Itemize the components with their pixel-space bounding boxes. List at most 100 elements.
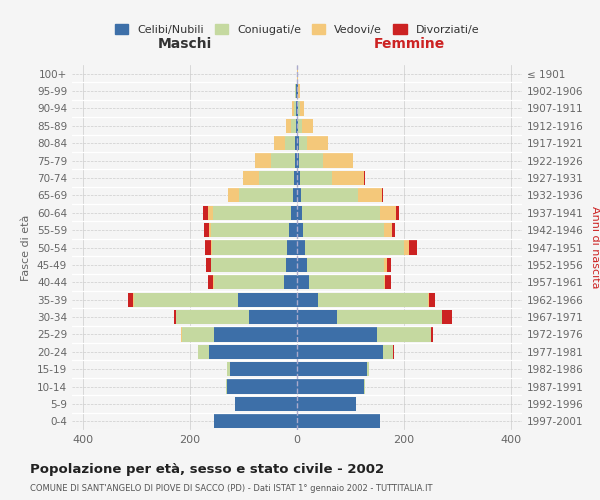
Bar xyxy=(134,292,238,307)
Bar xyxy=(442,310,452,324)
Bar xyxy=(297,344,383,359)
Bar xyxy=(209,223,211,237)
Bar xyxy=(295,154,297,168)
Bar xyxy=(176,310,249,324)
Bar xyxy=(297,380,364,394)
Bar xyxy=(208,275,214,289)
Bar xyxy=(297,328,377,342)
Bar xyxy=(297,362,367,376)
Bar xyxy=(299,102,304,116)
Bar xyxy=(431,328,433,342)
Bar xyxy=(383,344,394,359)
Bar xyxy=(392,223,395,237)
Bar xyxy=(128,292,133,307)
Bar xyxy=(289,223,297,237)
Bar xyxy=(271,154,295,168)
Bar xyxy=(286,258,297,272)
Bar xyxy=(302,118,313,133)
Bar xyxy=(297,171,299,185)
Bar xyxy=(243,171,259,185)
Bar xyxy=(299,136,307,150)
Bar xyxy=(396,206,399,220)
Bar xyxy=(227,380,297,394)
Bar xyxy=(259,171,294,185)
Bar xyxy=(295,84,296,98)
Bar xyxy=(409,240,417,254)
Bar xyxy=(384,223,392,237)
Text: Popolazione per età, sesso e stato civile - 2002: Popolazione per età, sesso e stato civil… xyxy=(30,462,384,475)
Bar xyxy=(337,310,442,324)
Bar xyxy=(430,292,434,307)
Bar xyxy=(214,414,297,428)
Bar xyxy=(380,206,396,220)
Bar xyxy=(290,118,296,133)
Bar xyxy=(203,206,208,220)
Bar xyxy=(297,292,319,307)
Bar xyxy=(387,258,391,272)
Bar xyxy=(299,171,332,185)
Bar xyxy=(302,206,380,220)
Bar xyxy=(294,171,297,185)
Bar xyxy=(290,206,297,220)
Bar xyxy=(212,240,287,254)
Bar xyxy=(385,258,387,272)
Legend: Celibi/Nubili, Coniugati/e, Vedovi/e, Divorziati/e: Celibi/Nubili, Coniugati/e, Vedovi/e, Di… xyxy=(110,20,484,39)
Bar xyxy=(384,275,385,289)
Bar xyxy=(367,362,370,376)
Bar xyxy=(297,310,337,324)
Bar xyxy=(332,171,364,185)
Bar xyxy=(284,136,295,150)
Bar xyxy=(385,275,391,289)
Bar xyxy=(208,206,213,220)
Bar xyxy=(249,310,297,324)
Bar xyxy=(235,397,297,411)
Bar xyxy=(284,275,297,289)
Bar xyxy=(297,275,309,289)
Bar xyxy=(297,136,299,150)
Y-axis label: Anni di nascita: Anni di nascita xyxy=(590,206,600,289)
Bar xyxy=(174,310,176,324)
Bar xyxy=(182,328,214,342)
Bar xyxy=(286,118,290,133)
Bar xyxy=(214,328,297,342)
Bar xyxy=(323,154,353,168)
Bar xyxy=(229,188,239,202)
Bar xyxy=(382,188,383,202)
Bar xyxy=(209,344,297,359)
Text: Femmine: Femmine xyxy=(374,37,445,51)
Bar xyxy=(292,102,294,116)
Bar xyxy=(296,118,297,133)
Bar xyxy=(297,118,298,133)
Bar xyxy=(287,240,297,254)
Bar xyxy=(205,240,211,254)
Bar xyxy=(299,154,323,168)
Bar xyxy=(226,380,227,394)
Bar xyxy=(297,397,356,411)
Bar xyxy=(298,118,302,133)
Bar xyxy=(319,292,428,307)
Bar xyxy=(364,380,365,394)
Bar xyxy=(293,188,297,202)
Bar xyxy=(301,188,358,202)
Bar xyxy=(297,258,307,272)
Bar xyxy=(227,362,230,376)
Bar xyxy=(238,292,297,307)
Bar xyxy=(307,136,328,150)
Bar xyxy=(211,240,212,254)
Bar xyxy=(298,102,299,116)
Bar xyxy=(364,171,365,185)
Bar xyxy=(297,206,302,220)
Bar xyxy=(297,154,299,168)
Bar xyxy=(213,206,290,220)
Bar xyxy=(211,223,289,237)
Bar xyxy=(377,328,431,342)
Bar xyxy=(298,84,299,98)
Bar xyxy=(295,136,297,150)
Y-axis label: Fasce di età: Fasce di età xyxy=(22,214,31,280)
Bar xyxy=(358,188,382,202)
Bar xyxy=(297,223,304,237)
Bar xyxy=(404,240,409,254)
Bar xyxy=(206,258,211,272)
Bar xyxy=(307,258,385,272)
Bar xyxy=(297,188,301,202)
